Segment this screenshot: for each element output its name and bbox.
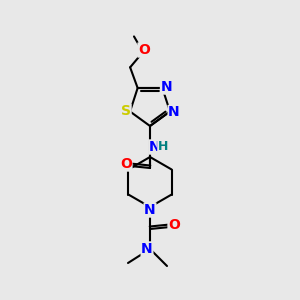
Text: O: O <box>168 218 180 232</box>
Text: N: N <box>149 140 161 154</box>
Text: O: O <box>138 43 150 57</box>
Text: N: N <box>141 242 153 256</box>
Text: N: N <box>168 106 180 119</box>
Text: H: H <box>158 140 168 154</box>
Text: S: S <box>121 104 131 118</box>
Text: N: N <box>144 203 156 217</box>
Text: N: N <box>160 80 172 94</box>
Text: O: O <box>120 157 132 171</box>
